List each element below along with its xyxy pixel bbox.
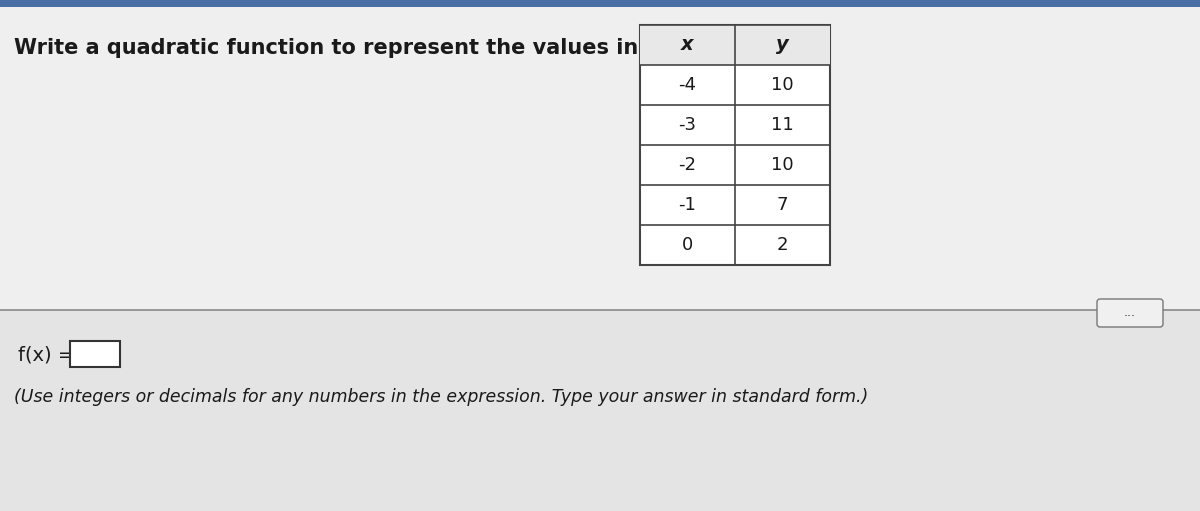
Text: (Use integers or decimals for any numbers in the expression. Type your answer in: (Use integers or decimals for any number…: [14, 388, 869, 406]
Text: 0: 0: [682, 236, 694, 254]
Text: f(x) =: f(x) =: [18, 345, 74, 364]
Text: y: y: [776, 35, 788, 55]
FancyBboxPatch shape: [1097, 299, 1163, 327]
Text: 7: 7: [776, 196, 788, 214]
Text: 2: 2: [776, 236, 788, 254]
Text: -1: -1: [678, 196, 696, 214]
Bar: [0, 0, 1200, 310]
Text: 11: 11: [772, 116, 794, 134]
Text: 10: 10: [772, 156, 794, 174]
Bar: [640, 25, 830, 65]
Text: Write a quadratic function to represent the values in the table.: Write a quadratic function to represent …: [14, 38, 760, 58]
Text: -4: -4: [678, 76, 696, 94]
Text: -3: -3: [678, 116, 696, 134]
Bar: [70, 341, 120, 367]
Text: x: x: [682, 35, 694, 55]
Text: 10: 10: [772, 76, 794, 94]
Text: -2: -2: [678, 156, 696, 174]
Bar: [0, 310, 1200, 511]
Text: ...: ...: [1124, 307, 1136, 319]
Bar: [0, 0, 1200, 7]
Bar: [640, 25, 830, 265]
